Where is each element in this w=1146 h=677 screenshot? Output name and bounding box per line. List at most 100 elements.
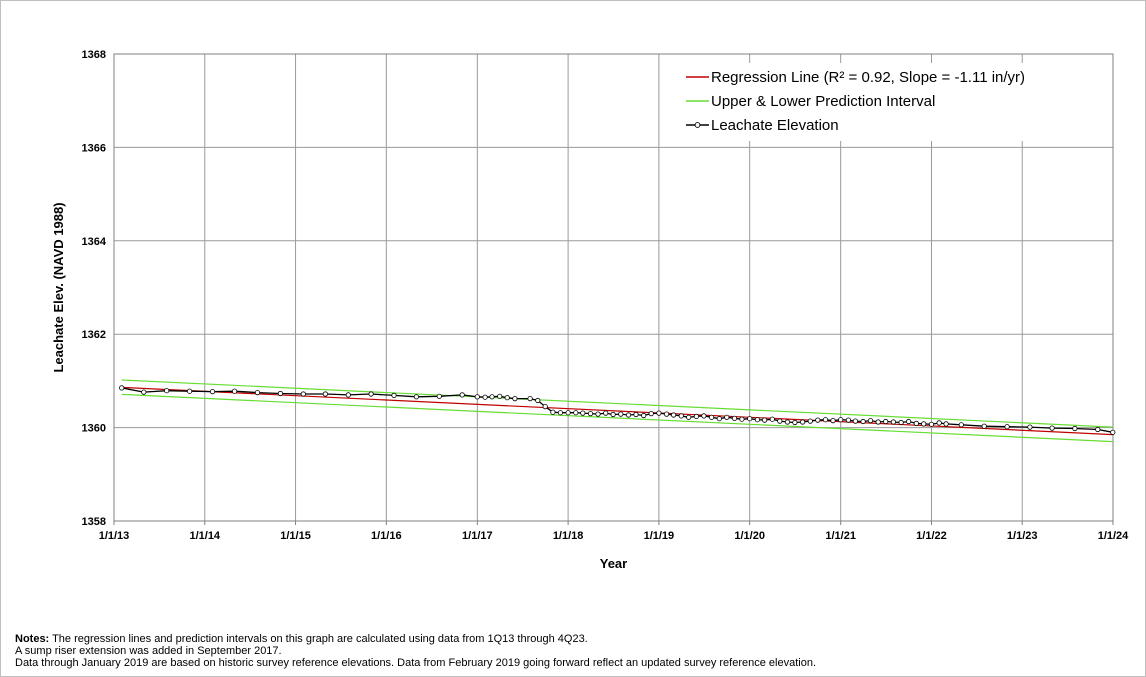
data-point <box>784 419 791 425</box>
data-point <box>610 411 616 418</box>
data-point <box>739 416 745 422</box>
data-point <box>512 395 518 402</box>
y-axis-title: Leachate Elev. (NAVD 1988) <box>51 202 66 372</box>
data-point <box>459 392 465 398</box>
data-point <box>550 409 556 415</box>
data-point <box>754 417 761 423</box>
x-tick-label: 1/1/17 <box>462 530 493 542</box>
x-axis-title: Year <box>600 556 627 571</box>
data-point <box>535 397 541 404</box>
data-point <box>656 410 662 416</box>
legend-marker <box>694 122 701 128</box>
data-point <box>928 421 935 427</box>
data-point <box>209 388 216 395</box>
data-point <box>527 395 533 402</box>
series-lines <box>121 379 1113 443</box>
legend: Regression Line (R² = 0.92, Slope = -1.1… <box>681 63 1103 141</box>
y-tick-label: 1362 <box>82 329 106 341</box>
x-tick-label: 1/1/24 <box>1098 530 1129 542</box>
data-point <box>587 410 594 417</box>
data-point <box>822 417 829 423</box>
data-point <box>708 414 715 420</box>
data-point <box>141 389 147 395</box>
data-point <box>981 423 987 429</box>
data-point <box>686 414 692 420</box>
legend-entry-2: Leachate Elevation <box>711 117 839 134</box>
data-point <box>603 410 609 416</box>
data-point <box>641 412 647 419</box>
y-tick-label: 1360 <box>82 423 106 435</box>
data-point <box>322 391 328 397</box>
data-point <box>618 411 624 417</box>
data-point <box>860 418 866 425</box>
data-point <box>1004 424 1010 430</box>
data-point <box>913 420 919 426</box>
x-tick-labels: 1/1/13 1/1/14 1/1/15 1/1/16 1/1/17 1/1/18 1/1/… <box>99 530 1129 542</box>
data-point <box>345 392 351 398</box>
legend-entry-0: Regression Line (R² = 0.92, Slope = -1.1… <box>711 69 1025 86</box>
plot-area-frame <box>113 53 1114 522</box>
data-point <box>838 417 844 423</box>
data-point <box>731 415 738 421</box>
data-point <box>958 422 964 428</box>
notes-line-3: Data through January 2019 are based on h… <box>15 657 817 669</box>
y-tick-label: 1366 <box>82 142 106 154</box>
data-point <box>815 417 821 423</box>
data-point <box>898 419 904 426</box>
data-point <box>807 418 813 424</box>
legend-background <box>681 63 1103 141</box>
data-point <box>678 413 684 419</box>
data-point <box>777 418 783 424</box>
data-point <box>852 418 859 424</box>
notes-line-2: A sump riser extension was added in Sept… <box>15 645 282 657</box>
y-tick-label: 1364 <box>82 236 107 248</box>
x-tick-label: 1/1/15 <box>280 530 311 542</box>
data-point <box>890 419 897 425</box>
series-line-2 <box>121 393 1113 443</box>
notes-line-1: Notes: The regression lines and predicti… <box>15 633 1135 645</box>
data-point <box>670 412 677 418</box>
data-point <box>648 410 654 417</box>
data-point <box>413 394 419 400</box>
y-tick-label: 1368 <box>82 49 106 61</box>
x-tick-label: 1/1/22 <box>916 530 947 542</box>
data-point <box>943 421 949 427</box>
data-point <box>436 393 442 399</box>
y-tick-label: 1358 <box>82 516 106 528</box>
legend-entry-1: Upper & Lower Prediction Interval <box>711 93 935 110</box>
data-point <box>845 417 852 423</box>
data-point <box>799 419 806 425</box>
data-point <box>633 411 639 418</box>
data-point <box>663 411 670 417</box>
data-point <box>1049 425 1055 431</box>
series-line-1 <box>121 379 1113 428</box>
data-point <box>625 412 632 418</box>
data-point <box>867 417 874 424</box>
data-point <box>368 391 374 397</box>
y-tick-labels: 1358 1360 1362 1364 1366 1368 <box>82 49 107 528</box>
notes-block: Notes: The regression lines and predicti… <box>15 633 1135 669</box>
data-point <box>701 413 707 419</box>
data-point <box>119 385 125 391</box>
data-point <box>557 410 564 416</box>
data-point <box>254 389 261 396</box>
data-point <box>300 391 306 397</box>
data-point <box>565 410 571 416</box>
data-point <box>474 394 480 400</box>
x-tick-label: 1/1/19 <box>644 530 675 542</box>
data-point <box>769 416 775 422</box>
data-point <box>580 410 586 416</box>
data-point <box>1027 424 1033 430</box>
data-point <box>1072 425 1078 432</box>
data-point <box>187 388 193 394</box>
x-tick-label: 1/1/21 <box>825 530 856 542</box>
notes-text-1: The regression lines and prediction inte… <box>49 633 588 645</box>
data-point <box>792 419 798 426</box>
x-tick-label: 1/1/23 <box>1007 530 1038 542</box>
data-point <box>232 388 238 394</box>
data-point <box>482 394 488 400</box>
data-point <box>936 420 942 426</box>
data-point <box>391 392 397 398</box>
data-point <box>921 421 927 427</box>
